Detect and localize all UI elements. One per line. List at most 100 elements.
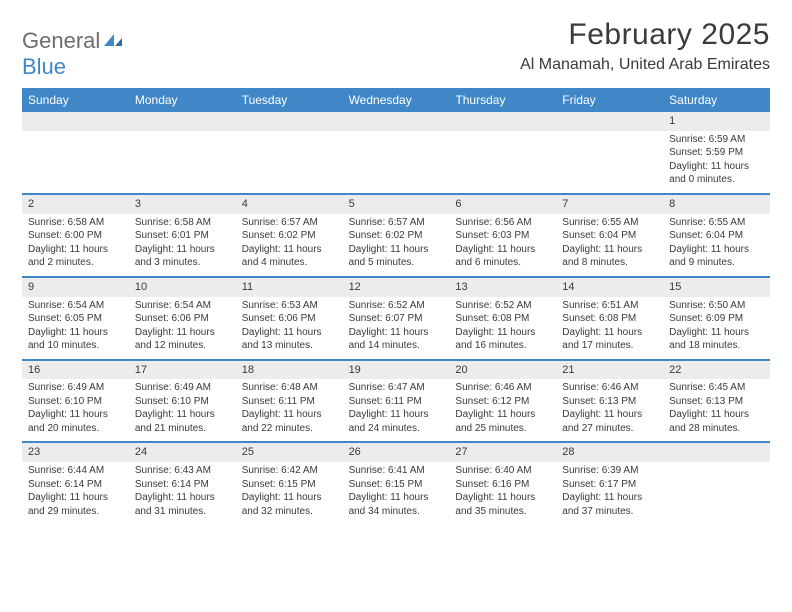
- sunset-label: Sunset: 6:11 PM: [349, 395, 444, 409]
- empty-cell: .: [236, 112, 343, 193]
- day-body: Sunrise: 6:54 AMSunset: 6:05 PMDaylight:…: [22, 299, 129, 353]
- day-body: Sunrise: 6:39 AMSunset: 6:17 PMDaylight:…: [556, 464, 663, 518]
- day-number: 24: [129, 443, 236, 462]
- sunrise-label: Sunrise: 6:47 AM: [349, 381, 444, 395]
- weekday-friday: Friday: [556, 88, 663, 112]
- sunrise-label: Sunrise: 6:56 AM: [455, 216, 550, 230]
- day-cell: 1 Sunrise: 6:59 AMSunset: 5:59 PMDaylight…: [663, 112, 770, 193]
- day-cell: 2Sunrise: 6:58 AMSunset: 6:00 PMDaylight…: [22, 193, 129, 276]
- day-cell: 5 Sunrise: 6:57 AMSunset: 6:02 PMDaylight…: [343, 193, 450, 276]
- calendar-page: General Blue February 2025 Al Manamah, U…: [0, 0, 792, 524]
- day-number: 5: [343, 195, 450, 214]
- day-body: Sunrise: 6:58 AMSunset: 6:01 PMDaylight:…: [129, 216, 236, 270]
- day-number: 1: [663, 112, 770, 131]
- daylight-label-1: Daylight: 11 hours: [242, 491, 337, 505]
- day-number: 9: [22, 278, 129, 297]
- day-number: 17: [129, 361, 236, 380]
- daylight-label-1: Daylight: 11 hours: [455, 326, 550, 340]
- daylight-label-1: Daylight: 11 hours: [135, 243, 230, 257]
- sunset-label: Sunset: 6:06 PM: [242, 312, 337, 326]
- day-body: Sunrise: 6:49 AMSunset: 6:10 PMDaylight:…: [22, 381, 129, 435]
- sunrise-label: Sunrise: 6:43 AM: [135, 464, 230, 478]
- daylight-label-1: Daylight: 11 hours: [135, 491, 230, 505]
- day-cell: 22Sunrise: 6:45 AMSunset: 6:13 PMDayligh…: [663, 359, 770, 442]
- daylight-label-1: Daylight: 11 hours: [242, 326, 337, 340]
- sunset-label: Sunset: 6:14 PM: [28, 478, 123, 492]
- day-number: 4: [236, 195, 343, 214]
- day-number: 22: [663, 361, 770, 380]
- day-cell: 9 Sunrise: 6:54 AMSunset: 6:05 PMDaylight…: [22, 276, 129, 359]
- title-block: February 2025 Al Manamah, United Arab Em…: [520, 18, 770, 74]
- sunrise-label: Sunrise: 6:45 AM: [669, 381, 764, 395]
- day-number: 11: [236, 278, 343, 297]
- weekday-thursday: Thursday: [449, 88, 556, 112]
- sunset-label: Sunset: 5:59 PM: [669, 146, 764, 160]
- empty-cell: .: [556, 112, 663, 193]
- day-body: Sunrise: 6:50 AMSunset: 6:09 PMDaylight:…: [663, 299, 770, 353]
- sunrise-label: Sunrise: 6:54 AM: [135, 299, 230, 313]
- sunrise-label: Sunrise: 6:52 AM: [349, 299, 444, 313]
- daylight-label-2: and 12 minutes.: [135, 339, 230, 353]
- daylight-label-1: Daylight: 11 hours: [455, 491, 550, 505]
- day-cell: 27Sunrise: 6:40 AMSunset: 6:16 PMDayligh…: [449, 441, 556, 524]
- day-body: Sunrise: 6:49 AMSunset: 6:10 PMDaylight:…: [129, 381, 236, 435]
- daylight-label-1: Daylight: 11 hours: [28, 326, 123, 340]
- sunrise-label: Sunrise: 6:46 AM: [455, 381, 550, 395]
- sunrise-label: Sunrise: 6:48 AM: [242, 381, 337, 395]
- day-body: Sunrise: 6:55 AMSunset: 6:04 PMDaylight:…: [556, 216, 663, 270]
- day-body: Sunrise: 6:52 AMSunset: 6:08 PMDaylight:…: [449, 299, 556, 353]
- logo-text-general: General: [22, 28, 100, 53]
- sunrise-label: Sunrise: 6:40 AM: [455, 464, 550, 478]
- sunset-label: Sunset: 6:17 PM: [562, 478, 657, 492]
- sunset-label: Sunset: 6:10 PM: [135, 395, 230, 409]
- sunset-label: Sunset: 6:02 PM: [349, 229, 444, 243]
- day-body: Sunrise: 6:45 AMSunset: 6:13 PMDaylight:…: [663, 381, 770, 435]
- day-cell: 7Sunrise: 6:55 AMSunset: 6:04 PMDaylight…: [556, 193, 663, 276]
- sunset-label: Sunset: 6:04 PM: [562, 229, 657, 243]
- day-body: Sunrise: 6:59 AMSunset: 5:59 PMDaylight:…: [663, 133, 770, 187]
- day-cell: 28Sunrise: 6:39 AMSunset: 6:17 PMDayligh…: [556, 441, 663, 524]
- day-body: Sunrise: 6:57 AMSunset: 6:02 PMDaylight:…: [343, 216, 450, 270]
- sunset-label: Sunset: 6:15 PM: [349, 478, 444, 492]
- day-number: 16: [22, 361, 129, 380]
- day-number: 18: [236, 361, 343, 380]
- daylight-label-1: Daylight: 11 hours: [455, 408, 550, 422]
- day-number: .: [236, 112, 343, 131]
- day-cell: 17Sunrise: 6:49 AMSunset: 6:10 PMDayligh…: [129, 359, 236, 442]
- day-body: Sunrise: 6:55 AMSunset: 6:04 PMDaylight:…: [663, 216, 770, 270]
- day-body: Sunrise: 6:48 AMSunset: 6:11 PMDaylight:…: [236, 381, 343, 435]
- daylight-label-1: Daylight: 11 hours: [562, 326, 657, 340]
- daylight-label-2: and 32 minutes.: [242, 505, 337, 519]
- day-number: 10: [129, 278, 236, 297]
- daylight-label-2: and 17 minutes.: [562, 339, 657, 353]
- daylight-label-2: and 28 minutes.: [669, 422, 764, 436]
- daylight-label-1: Daylight: 11 hours: [349, 243, 444, 257]
- day-cell: 23Sunrise: 6:44 AMSunset: 6:14 PMDayligh…: [22, 441, 129, 524]
- sunset-label: Sunset: 6:01 PM: [135, 229, 230, 243]
- daylight-label-1: Daylight: 11 hours: [669, 160, 764, 174]
- sunrise-label: Sunrise: 6:39 AM: [562, 464, 657, 478]
- weekday-saturday: Saturday: [663, 88, 770, 112]
- daylight-label-1: Daylight: 11 hours: [349, 408, 444, 422]
- day-cell: 4Sunrise: 6:57 AMSunset: 6:02 PMDaylight…: [236, 193, 343, 276]
- daylight-label-1: Daylight: 11 hours: [242, 243, 337, 257]
- weekday-header-row: Sunday Monday Tuesday Wednesday Thursday…: [22, 88, 770, 112]
- day-body: Sunrise: 6:58 AMSunset: 6:00 PMDaylight:…: [22, 216, 129, 270]
- day-number: .: [129, 112, 236, 131]
- sunset-label: Sunset: 6:12 PM: [455, 395, 550, 409]
- daylight-label-2: and 10 minutes.: [28, 339, 123, 353]
- daylight-label-1: Daylight: 11 hours: [562, 408, 657, 422]
- day-number: 20: [449, 361, 556, 380]
- day-body: Sunrise: 6:56 AMSunset: 6:03 PMDaylight:…: [449, 216, 556, 270]
- sunrise-label: Sunrise: 6:57 AM: [349, 216, 444, 230]
- day-number: 15: [663, 278, 770, 297]
- day-number: 23: [22, 443, 129, 462]
- day-body: Sunrise: 6:53 AMSunset: 6:06 PMDaylight:…: [236, 299, 343, 353]
- day-cell: 14Sunrise: 6:51 AMSunset: 6:08 PMDayligh…: [556, 276, 663, 359]
- sunrise-label: Sunrise: 6:54 AM: [28, 299, 123, 313]
- sunset-label: Sunset: 6:03 PM: [455, 229, 550, 243]
- daylight-label-2: and 18 minutes.: [669, 339, 764, 353]
- daylight-label-1: Daylight: 11 hours: [242, 408, 337, 422]
- day-cell: 21Sunrise: 6:46 AMSunset: 6:13 PMDayligh…: [556, 359, 663, 442]
- day-number: 26: [343, 443, 450, 462]
